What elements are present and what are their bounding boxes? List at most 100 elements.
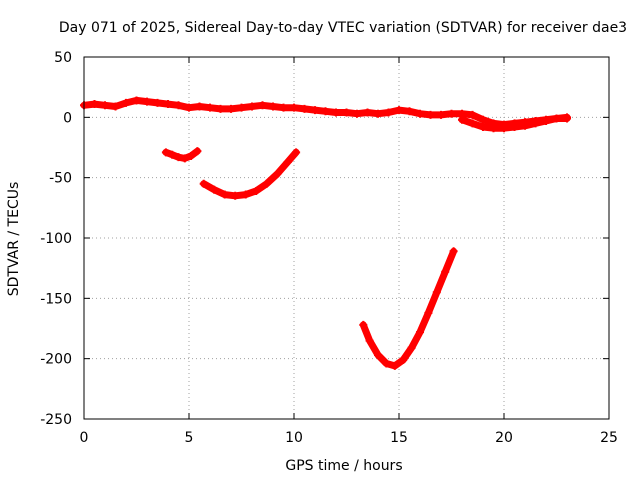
x-axis-label: GPS time / hours xyxy=(285,458,402,474)
data-point xyxy=(193,147,202,156)
data-point xyxy=(521,121,529,130)
data-point xyxy=(321,107,330,116)
data-point xyxy=(164,100,172,109)
data-point xyxy=(447,109,456,118)
data-point xyxy=(510,122,519,131)
data-point xyxy=(279,103,288,112)
data-point xyxy=(363,108,372,117)
data-point xyxy=(395,106,403,115)
data-point xyxy=(283,157,292,166)
x-tick-label: 20 xyxy=(495,430,513,446)
data-point xyxy=(187,151,196,160)
data-point xyxy=(199,179,208,188)
data-point xyxy=(531,119,540,128)
data-point xyxy=(241,190,250,199)
tick-marks xyxy=(83,56,610,420)
data-point xyxy=(220,190,229,199)
series-arc-3 xyxy=(359,247,458,370)
data-point xyxy=(311,106,319,115)
y-axis-label: SDTVAR / TECUs xyxy=(6,182,22,297)
y-tick-label: 0 xyxy=(63,110,72,126)
data-point xyxy=(195,102,204,111)
data-point xyxy=(258,101,267,110)
data-point xyxy=(353,109,361,118)
y-tick-label: -50 xyxy=(49,171,72,187)
y-tick-label: 50 xyxy=(54,50,72,66)
grid-lines xyxy=(84,57,609,419)
data-point xyxy=(90,100,99,109)
data-point xyxy=(382,359,391,368)
data-point xyxy=(416,109,424,118)
data-point xyxy=(479,115,487,124)
data-point xyxy=(143,97,151,106)
data-point xyxy=(424,308,433,317)
data-point xyxy=(111,102,120,111)
data-point xyxy=(269,102,277,111)
data-point xyxy=(426,110,435,119)
data-point xyxy=(407,343,416,352)
data-point xyxy=(216,104,225,113)
data-point xyxy=(458,115,466,124)
y-tick-labels: -250 -200 -150 -100 -50 0 50 xyxy=(40,50,72,428)
data-point xyxy=(161,148,170,157)
data-point xyxy=(252,186,261,195)
x-tick-label: 0 xyxy=(80,430,89,446)
data-point xyxy=(132,96,141,105)
data-point xyxy=(174,101,183,110)
data-point xyxy=(468,110,477,119)
chart-title: Day 071 of 2025, Sidereal Day-to-day VTE… xyxy=(59,20,627,36)
data-point xyxy=(563,113,571,122)
data-point xyxy=(468,119,477,128)
data-point xyxy=(174,153,183,162)
x-tick-labels: 0 5 10 15 20 25 xyxy=(80,430,618,446)
data-point xyxy=(292,148,301,157)
data-point xyxy=(542,116,550,125)
data-point xyxy=(441,267,450,276)
data-point xyxy=(479,122,487,131)
data-point xyxy=(210,185,219,194)
data-series xyxy=(80,96,571,370)
data-point xyxy=(248,102,256,111)
data-point xyxy=(185,103,193,112)
data-point xyxy=(206,103,214,112)
y-tick-label: -100 xyxy=(40,231,72,247)
x-tick-label: 10 xyxy=(285,430,303,446)
data-point xyxy=(552,114,561,123)
data-point xyxy=(342,108,351,117)
data-point xyxy=(432,288,441,297)
data-point xyxy=(300,104,309,113)
data-point xyxy=(273,170,282,179)
data-point xyxy=(384,108,393,117)
data-point xyxy=(262,179,271,188)
x-tick-label: 25 xyxy=(600,430,618,446)
data-point xyxy=(390,361,399,370)
data-point xyxy=(153,98,162,107)
data-point xyxy=(290,103,298,112)
data-point xyxy=(399,355,408,364)
series-arc-2 xyxy=(200,148,300,200)
data-point xyxy=(359,320,368,329)
data-point xyxy=(489,124,498,133)
data-point xyxy=(374,109,382,118)
x-tick-label: 5 xyxy=(185,430,194,446)
data-point xyxy=(101,101,109,110)
data-point xyxy=(168,150,177,159)
data-point xyxy=(449,247,458,256)
data-point xyxy=(237,103,246,112)
data-point xyxy=(500,124,508,133)
x-tick-label: 15 xyxy=(390,430,408,446)
data-point xyxy=(122,98,130,107)
data-point xyxy=(365,336,374,345)
data-point xyxy=(374,351,382,360)
y-tick-label: -200 xyxy=(40,352,72,368)
data-point xyxy=(180,154,189,163)
data-point xyxy=(231,191,240,200)
data-point xyxy=(437,110,445,119)
y-tick-label: -250 xyxy=(40,412,72,428)
data-point xyxy=(405,107,414,116)
data-point xyxy=(416,328,424,337)
data-point xyxy=(227,104,235,113)
y-tick-label: -150 xyxy=(40,291,72,307)
